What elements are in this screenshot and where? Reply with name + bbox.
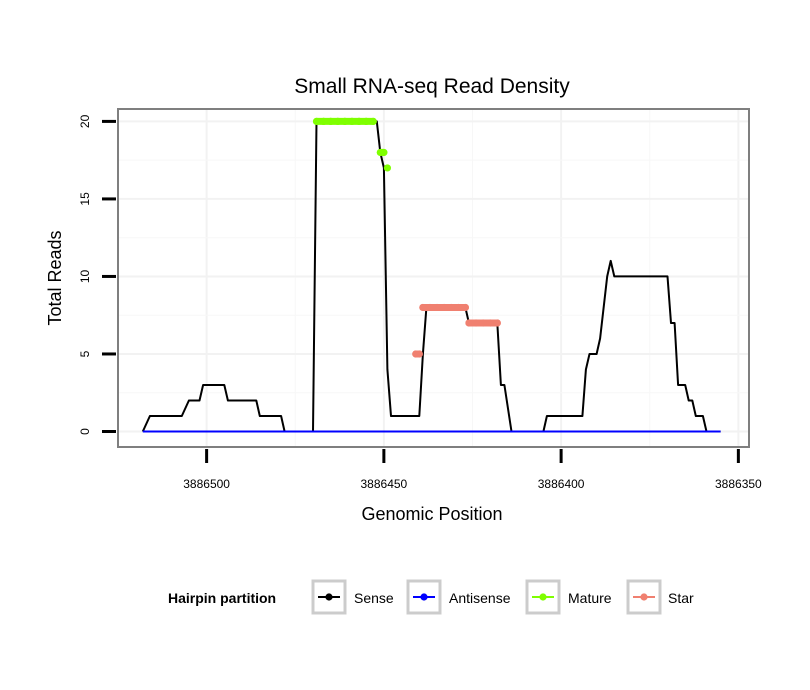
series-point-star-11 — [479, 319, 487, 327]
y-axis: 0 5 10 15 20 — [78, 114, 116, 435]
legend-label-antisense: Antisense — [449, 590, 511, 606]
series-point-star-9 — [465, 319, 473, 327]
y-tick-label-0: 0 — [78, 428, 92, 435]
series-point-mature-11 — [383, 164, 392, 172]
x-tick-label-3: 3886350 — [715, 477, 762, 491]
series-point-mature-2 — [327, 117, 335, 126]
plot-border — [117, 108, 750, 448]
y-tick-label-4: 20 — [78, 114, 92, 128]
legend: Hairpin partition Sense Antisense Mature St… — [168, 579, 694, 615]
series-point-mature-5 — [348, 117, 356, 126]
legend-label-star: Star — [668, 590, 694, 606]
series-point-mature-6 — [355, 117, 363, 126]
legend-entry-mature: Mature — [525, 579, 612, 615]
series-point-star-3 — [426, 303, 434, 312]
plot-background — [118, 109, 749, 447]
series-point-star-7 — [454, 303, 462, 312]
x-tick-label-1: 3886450 — [361, 477, 408, 491]
legend-key-point-star — [640, 593, 648, 601]
legend-entry-sense: Sense — [311, 579, 394, 615]
series-point-star-8 — [461, 303, 470, 312]
series-point-star-13 — [493, 319, 501, 327]
series-point-mature-7 — [362, 117, 370, 126]
series-point-star-12 — [486, 319, 494, 327]
series-layer — [141, 117, 721, 433]
series-point-star-5 — [440, 303, 448, 312]
legend-entry-antisense: Antisense — [406, 579, 511, 615]
series-point-star-10 — [472, 319, 480, 327]
y-tick-label-1: 5 — [78, 350, 92, 357]
series-point-mature-4 — [341, 117, 349, 126]
x-tick-label-0: 3886500 — [183, 477, 230, 491]
legend-label-mature: Mature — [568, 590, 612, 606]
legend-key-point-mature — [539, 593, 547, 601]
x-axis: 3886500 3886450 3886400 3886350 — [183, 449, 762, 491]
legend-title: Hairpin partition — [168, 590, 276, 606]
legend-key-point-antisense — [420, 593, 428, 601]
series-point-mature-1 — [320, 117, 328, 126]
series-point-star-2 — [419, 303, 427, 312]
x-tick-label-2: 3886400 — [538, 477, 585, 491]
series-point-star-4 — [433, 303, 441, 312]
legend-entry-star: Star — [626, 579, 694, 615]
y-tick-label-2: 10 — [78, 269, 92, 283]
y-axis-title: Total Reads — [45, 230, 65, 325]
chart-title: Small RNA-seq Read Density — [294, 75, 570, 98]
series-point-star-1 — [415, 350, 423, 358]
series-point-star-6 — [447, 303, 455, 312]
series-point-mature-0 — [312, 117, 321, 126]
legend-label-sense: Sense — [354, 590, 394, 606]
legend-key-point-sense — [325, 593, 333, 601]
y-tick-label-3: 15 — [78, 192, 92, 206]
x-axis-title: Genomic Position — [361, 504, 502, 524]
series-point-mature-10 — [380, 148, 388, 157]
series-point-mature-8 — [369, 117, 377, 126]
series-point-mature-3 — [334, 117, 342, 126]
